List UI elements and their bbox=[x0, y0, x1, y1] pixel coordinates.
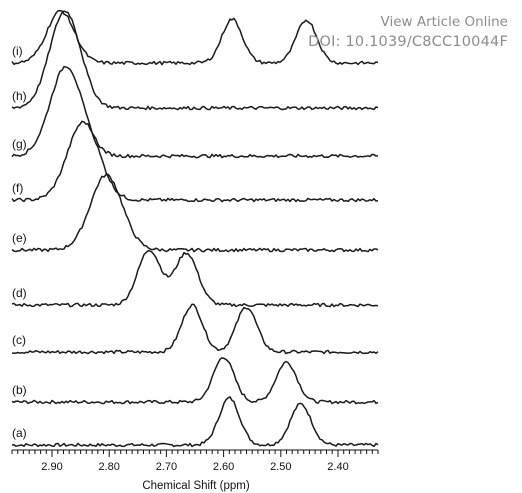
x-tick-label: 2.60 bbox=[213, 461, 234, 473]
spectrum-trace-c bbox=[11, 303, 379, 355]
spectrum-trace-i bbox=[11, 9, 379, 66]
spectrum-trace-e bbox=[11, 173, 379, 253]
watermark-doi: DOI: 10.1039/C8CC10044F bbox=[308, 34, 508, 50]
x-axis-ticks: 2.90 2.80 2.70 2.60 2.50 2.40 bbox=[11, 450, 379, 473]
x-tick-label: 2.90 bbox=[41, 461, 62, 473]
x-tick-label: 2.70 bbox=[156, 461, 177, 473]
watermark-view-article-link[interactable]: View Article Online bbox=[380, 14, 508, 30]
trace-label-f: (f) bbox=[12, 181, 23, 195]
spectrum-trace-a bbox=[11, 396, 379, 448]
trace-label-e: (e) bbox=[12, 231, 27, 245]
spectrum-trace-h bbox=[11, 10, 379, 111]
spectrum-traces bbox=[11, 9, 379, 448]
x-tick-label: 2.50 bbox=[270, 461, 291, 473]
spectrum-trace-b bbox=[11, 357, 379, 405]
spectrum-trace-g bbox=[11, 65, 379, 159]
spectrum-trace-f bbox=[11, 120, 379, 203]
trace-label-g: (g) bbox=[12, 137, 27, 151]
trace-label-a: (a) bbox=[12, 426, 27, 440]
spectrum-trace-d bbox=[11, 250, 379, 308]
trace-label-i: (i) bbox=[12, 44, 23, 58]
trace-label-h: (h) bbox=[12, 89, 27, 103]
trace-label-b: (b) bbox=[12, 383, 27, 397]
x-axis-title: Chemical Shift (ppm) bbox=[142, 480, 250, 492]
x-tick-label: 2.40 bbox=[327, 461, 348, 473]
x-axis: 2.90 2.80 2.70 2.60 2.50 2.40 Chemical Shift … bbox=[11, 449, 379, 492]
trace-label-c: (c) bbox=[12, 333, 26, 347]
x-tick-label: 2.80 bbox=[98, 461, 119, 473]
watermark: View Article Online DOI: 10.1039/C8CC100… bbox=[308, 12, 508, 52]
trace-label-d: (d) bbox=[12, 286, 27, 300]
trace-labels: (a) (b) (c) (d) (e) (f) (g) (h) (i) bbox=[12, 44, 27, 440]
